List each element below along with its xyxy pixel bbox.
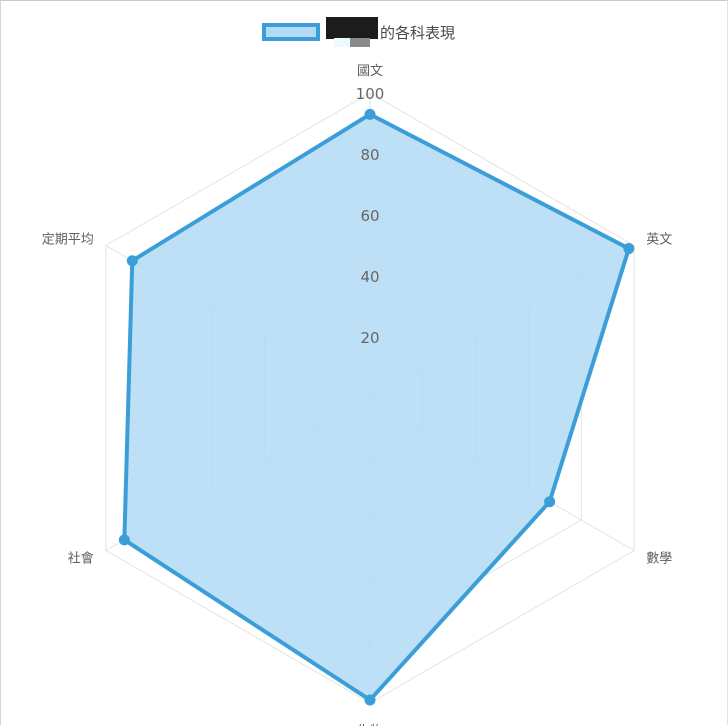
tick-label: 60	[360, 207, 379, 225]
axis-label: 社會	[68, 551, 94, 567]
series-layer	[118, 108, 635, 706]
axis-label: 生物	[357, 724, 383, 726]
axis-label: 英文	[646, 233, 672, 248]
series-area	[122, 112, 631, 702]
data-point[interactable]	[544, 496, 556, 508]
legend-label: 的各科表現	[380, 23, 456, 42]
axis-label: 定期平均	[42, 233, 94, 248]
redaction-block-light	[334, 38, 350, 47]
data-point[interactable]	[364, 694, 376, 706]
redacted-name	[326, 17, 378, 47]
axis-labels: 國文英文數學生物 社會 定期平均	[42, 64, 673, 726]
tick-label: 40	[360, 268, 379, 286]
tick-label: 20	[360, 329, 379, 347]
tick-labels: 20 40 60 80 100	[356, 85, 385, 347]
data-point[interactable]	[118, 534, 130, 546]
tick-label: 100	[356, 85, 385, 103]
legend-swatch	[262, 23, 320, 41]
data-point[interactable]	[126, 255, 138, 267]
data-point[interactable]	[364, 108, 376, 120]
axis-label: 數學	[646, 552, 672, 567]
redaction-block-gray	[350, 38, 370, 47]
tick-label: 80	[360, 146, 379, 164]
axis-label: 國文	[357, 64, 383, 79]
redaction-block	[326, 17, 378, 39]
legend[interactable]: 的各科表現	[262, 17, 455, 47]
data-point[interactable]	[623, 243, 635, 255]
